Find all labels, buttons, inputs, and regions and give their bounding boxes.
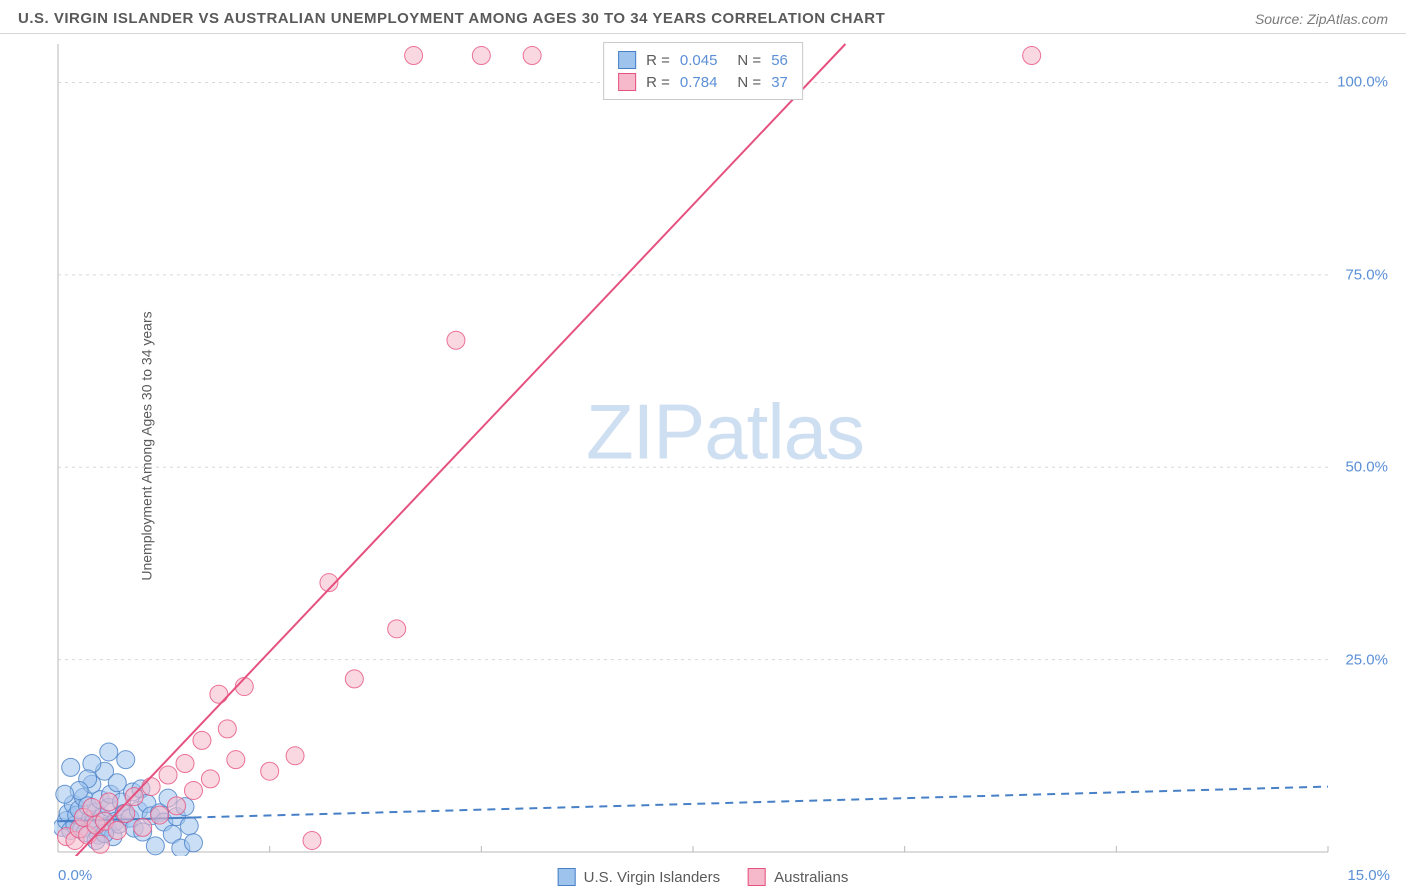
legend-swatch bbox=[748, 868, 766, 886]
legend-label: U.S. Virgin Islanders bbox=[584, 869, 720, 886]
y-tick-label: 100.0% bbox=[1337, 74, 1388, 91]
y-tick-label: 75.0% bbox=[1345, 266, 1388, 283]
legend-item: Australians bbox=[748, 868, 848, 886]
n-value: 56 bbox=[771, 52, 788, 69]
y-tick-label: 25.0% bbox=[1345, 651, 1388, 668]
r-label: R = bbox=[646, 74, 670, 91]
scatter-plot bbox=[54, 40, 1396, 856]
chart-header: U.S. VIRGIN ISLANDER VS AUSTRALIAN UNEMP… bbox=[0, 0, 1406, 34]
x-tick-label: 0.0% bbox=[58, 867, 92, 884]
series-legend: U.S. Virgin Islanders Australians bbox=[558, 868, 849, 886]
chart-title: U.S. VIRGIN ISLANDER VS AUSTRALIAN UNEMP… bbox=[18, 10, 885, 27]
r-value: 0.784 bbox=[680, 74, 718, 91]
n-label: N = bbox=[737, 52, 761, 69]
correlation-row: R = 0.784 N = 37 bbox=[618, 71, 788, 93]
correlation-row: R = 0.045 N = 56 bbox=[618, 49, 788, 71]
n-value: 37 bbox=[771, 74, 788, 91]
legend-swatch bbox=[558, 868, 576, 886]
r-value: 0.045 bbox=[680, 52, 718, 69]
legend-item: U.S. Virgin Islanders bbox=[558, 868, 720, 886]
y-tick-label: 50.0% bbox=[1345, 459, 1388, 476]
chart-source: Source: ZipAtlas.com bbox=[1255, 11, 1388, 27]
correlation-legend: R = 0.045 N = 56 R = 0.784 N = 37 bbox=[603, 42, 803, 100]
legend-swatch bbox=[618, 73, 636, 91]
chart-area: ZIPatlas bbox=[54, 40, 1396, 856]
x-tick-label: 15.0% bbox=[1347, 867, 1390, 884]
legend-swatch bbox=[618, 51, 636, 69]
r-label: R = bbox=[646, 52, 670, 69]
legend-label: Australians bbox=[774, 869, 848, 886]
n-label: N = bbox=[737, 74, 761, 91]
